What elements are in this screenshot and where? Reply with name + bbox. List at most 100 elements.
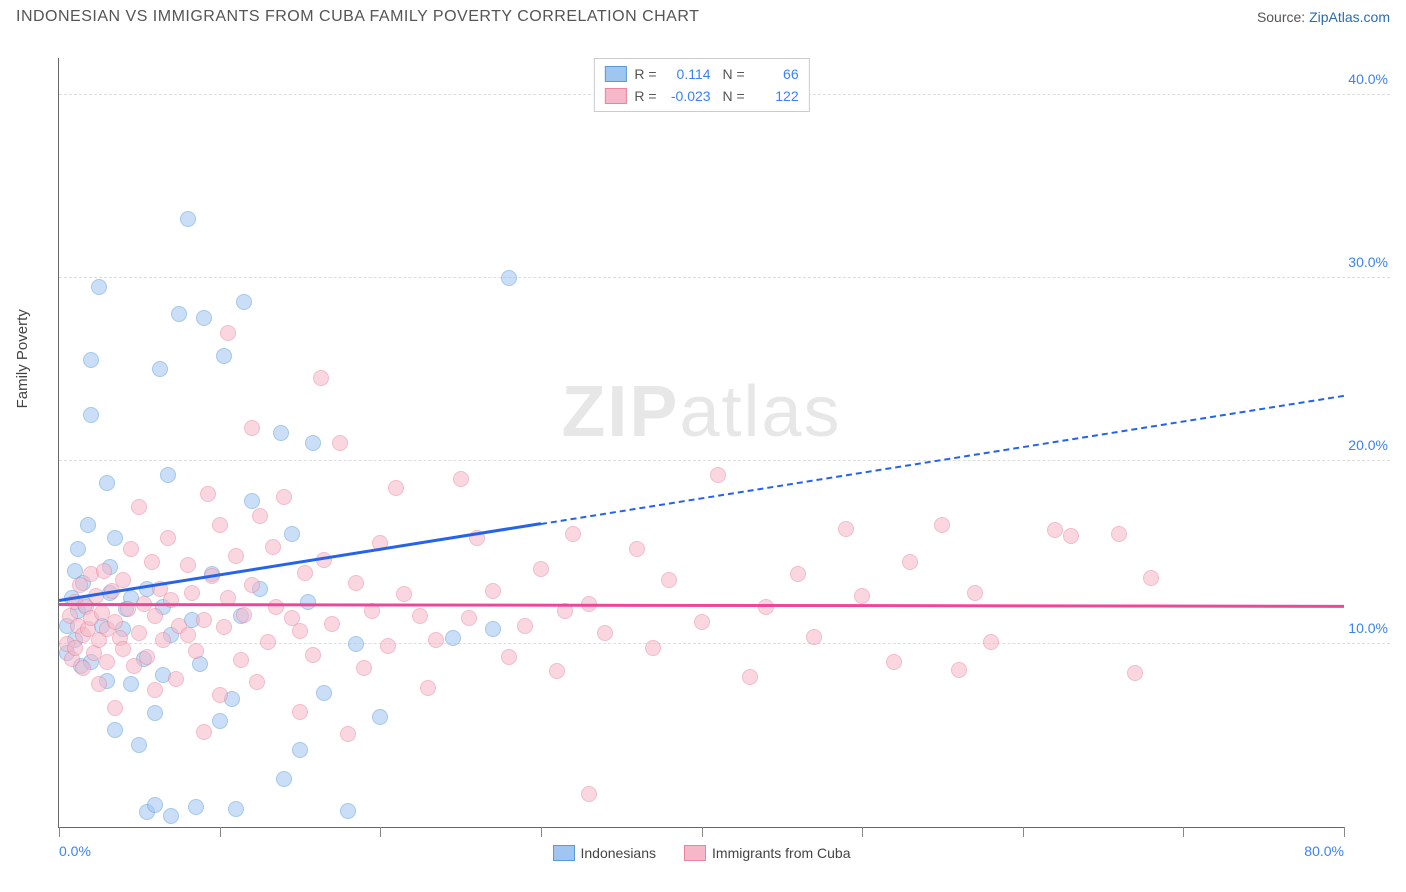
gridline (59, 643, 1390, 644)
data-point (340, 803, 356, 819)
data-point (1111, 526, 1127, 542)
data-point (216, 348, 232, 364)
data-point (147, 682, 163, 698)
data-point (70, 541, 86, 557)
legend-swatch-0 (604, 66, 626, 82)
data-point (160, 530, 176, 546)
data-point (147, 797, 163, 813)
data-point (461, 610, 477, 626)
data-point (284, 526, 300, 542)
data-point (196, 612, 212, 628)
legend-n-label: N = (719, 63, 745, 85)
watermark-rest: atlas (679, 372, 841, 452)
legend-item-label-1: Immigrants from Cuba (712, 845, 850, 861)
data-point (212, 517, 228, 533)
data-point (188, 799, 204, 815)
x-tick (1183, 827, 1184, 837)
y-tick-label: 10.0% (1342, 620, 1390, 636)
data-point (188, 643, 204, 659)
y-axis-label: Family Poverty (14, 309, 31, 408)
data-point (131, 737, 147, 753)
source-attribution: Source: ZipAtlas.com (1257, 9, 1390, 25)
data-point (902, 554, 918, 570)
legend-n-value-1: 122 (753, 85, 799, 107)
data-point (1063, 528, 1079, 544)
legend-row-series-0: R = 0.114 N = 66 (604, 63, 798, 85)
source-link[interactable]: ZipAtlas.com (1309, 9, 1390, 25)
data-point (1047, 522, 1063, 538)
data-point (661, 572, 677, 588)
data-point (96, 563, 112, 579)
data-point (412, 608, 428, 624)
data-point (886, 654, 902, 670)
data-point (107, 614, 123, 630)
data-point (694, 614, 710, 630)
gridline (59, 460, 1390, 461)
data-point (236, 607, 252, 623)
data-point (790, 566, 806, 582)
data-point (147, 705, 163, 721)
data-point (501, 649, 517, 665)
data-point (260, 634, 276, 650)
data-point (228, 548, 244, 564)
data-point (200, 486, 216, 502)
data-point (144, 554, 160, 570)
data-point (152, 361, 168, 377)
data-point (420, 680, 436, 696)
data-point (212, 713, 228, 729)
data-point (147, 608, 163, 624)
data-point (107, 722, 123, 738)
data-point (180, 557, 196, 573)
data-point (485, 621, 501, 637)
data-point (316, 685, 332, 701)
data-point (710, 467, 726, 483)
data-point (91, 676, 107, 692)
data-point (324, 616, 340, 632)
data-point (139, 649, 155, 665)
x-tick (862, 827, 863, 837)
data-point (445, 630, 461, 646)
data-point (629, 541, 645, 557)
data-point (252, 508, 268, 524)
x-tick (1023, 827, 1024, 837)
data-point (160, 467, 176, 483)
x-tick-label: 0.0% (59, 843, 91, 859)
data-point (268, 599, 284, 615)
data-point (273, 425, 289, 441)
data-point (184, 585, 200, 601)
chart-title: INDONESIAN VS IMMIGRANTS FROM CUBA FAMIL… (16, 8, 699, 26)
data-point (501, 270, 517, 286)
data-point (340, 726, 356, 742)
x-tick (59, 827, 60, 837)
series-legend: Indonesians Immigrants from Cuba (553, 845, 851, 861)
data-point (742, 669, 758, 685)
data-point (305, 647, 321, 663)
data-point (838, 521, 854, 537)
trend-line (59, 522, 541, 601)
data-point (99, 475, 115, 491)
data-point (1127, 665, 1143, 681)
data-point (220, 325, 236, 341)
chart-container: Family Poverty ZIPatlas R = 0.114 N = 66… (20, 40, 1390, 876)
correlation-legend: R = 0.114 N = 66 R = -0.023 N = 122 (593, 58, 809, 112)
data-point (453, 471, 469, 487)
data-point (380, 638, 396, 654)
data-point (581, 786, 597, 802)
x-tick (220, 827, 221, 837)
data-point (107, 530, 123, 546)
x-tick (541, 827, 542, 837)
data-point (1143, 570, 1159, 586)
data-point (196, 724, 212, 740)
data-point (305, 435, 321, 451)
data-point (313, 370, 329, 386)
data-point (171, 306, 187, 322)
data-point (123, 541, 139, 557)
legend-r-label: R = (634, 85, 656, 107)
data-point (934, 517, 950, 533)
data-point (276, 771, 292, 787)
legend-item-label-0: Indonesians (581, 845, 657, 861)
data-point (645, 640, 661, 656)
x-tick-label: 80.0% (1304, 843, 1344, 859)
x-tick (380, 827, 381, 837)
data-point (99, 654, 115, 670)
